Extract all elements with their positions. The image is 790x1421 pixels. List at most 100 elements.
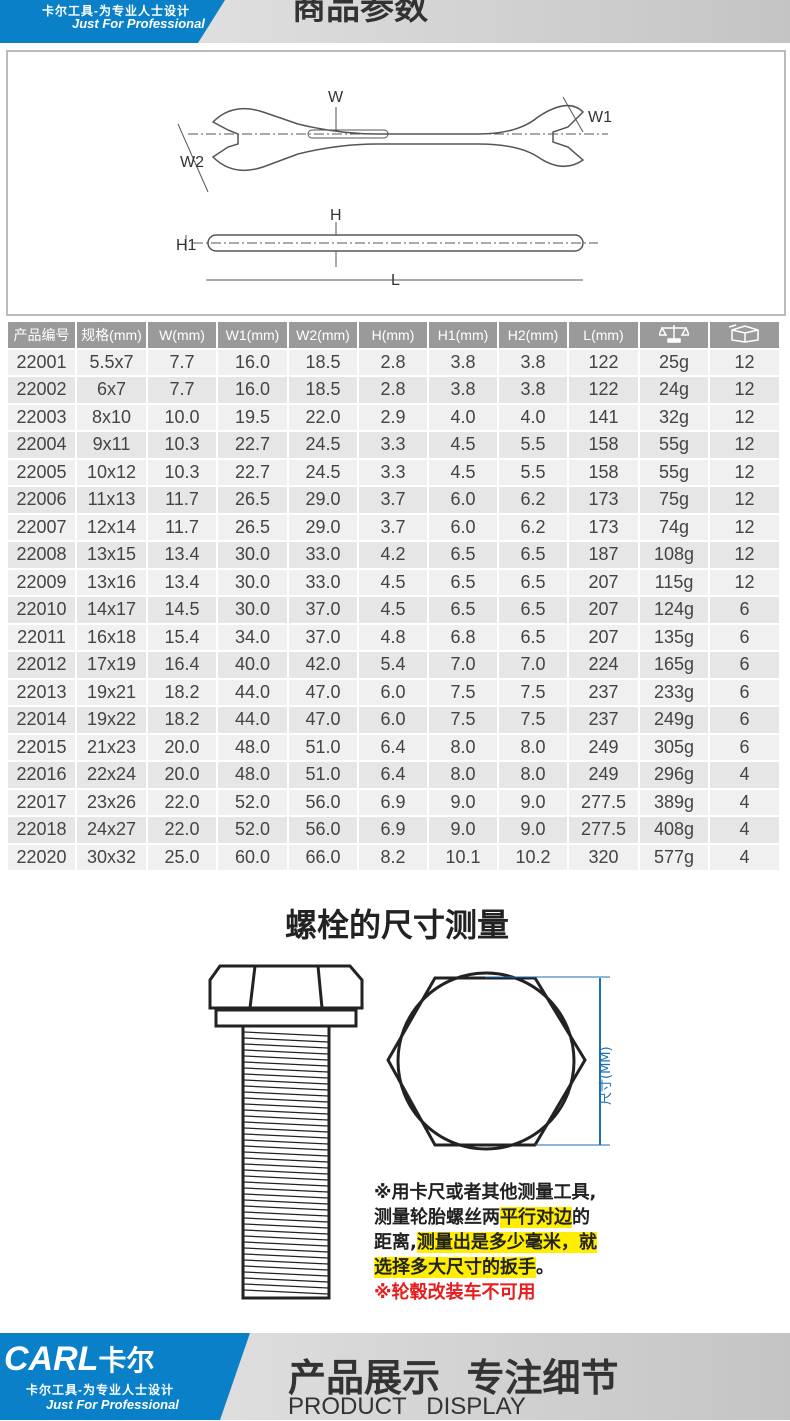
table-cell: 6.0 xyxy=(359,679,427,705)
table-cell: 249g xyxy=(640,707,708,733)
table-cell: 3.3 xyxy=(359,459,427,485)
table-cell: 22012 xyxy=(8,652,75,678)
table-cell: 12 xyxy=(710,404,779,430)
table-cell: 22.0 xyxy=(148,817,216,843)
table-cell: 6.5 xyxy=(499,624,567,650)
table-cell: 30x32 xyxy=(77,844,146,870)
table-cell: 10.2 xyxy=(499,844,567,870)
table-cell: 6.5 xyxy=(429,569,497,595)
table-cell: 51.0 xyxy=(289,734,357,760)
table-cell: 2.9 xyxy=(359,404,427,430)
table-cell: 4.2 xyxy=(359,542,427,568)
table-cell: 122 xyxy=(569,377,638,403)
table-cell: 11x13 xyxy=(77,487,146,513)
table-cell: 47.0 xyxy=(289,679,357,705)
table-cell: 22002 xyxy=(8,377,75,403)
slogan: 卡尔工具-为专业人士设计 xyxy=(42,4,190,18)
table-cell: 13x16 xyxy=(77,569,146,595)
table-cell: 22016 xyxy=(8,762,75,788)
table-cell: 6 xyxy=(710,707,779,733)
table-cell: 249 xyxy=(569,762,638,788)
table-cell: 12 xyxy=(710,349,779,375)
column-header: 规格(mm) xyxy=(77,322,146,348)
table-cell: 22x24 xyxy=(77,762,146,788)
label-h: H xyxy=(330,207,342,224)
footer-banner: CARL卡尔 卡尔工具-为专业人士设计 Just For Professiona… xyxy=(0,1333,790,1420)
table-cell: 51.0 xyxy=(289,762,357,788)
column-header: H1(mm) xyxy=(429,322,497,348)
table-cell: 9.0 xyxy=(429,817,497,843)
table-cell: 23x26 xyxy=(77,789,146,815)
table-cell: 4 xyxy=(710,844,779,870)
table-cell: 56.0 xyxy=(289,817,357,843)
table-cell: 12 xyxy=(710,377,779,403)
table-cell: 3.7 xyxy=(359,487,427,513)
label-w2: W2 xyxy=(180,154,204,171)
table-cell: 3.8 xyxy=(499,377,567,403)
table-row: 22011 16x18 15.4 34.0 37.0 4.8 6.8 6.5 207 135g 6 xyxy=(8,624,779,650)
table-cell: 6 xyxy=(710,679,779,705)
table-cell: 22004 xyxy=(8,432,75,458)
table-cell: 74g xyxy=(640,514,708,540)
table-cell: 10.0 xyxy=(148,404,216,430)
table-cell: 4 xyxy=(710,817,779,843)
table-cell: 6.0 xyxy=(359,707,427,733)
table-cell: 124g xyxy=(640,597,708,623)
table-cell: 237 xyxy=(569,679,638,705)
table-cell: 33.0 xyxy=(289,569,357,595)
table-cell: 8x10 xyxy=(77,404,146,430)
column-header: H2(mm) xyxy=(499,322,567,348)
table-cell: 12x14 xyxy=(77,514,146,540)
table-cell: 7.0 xyxy=(429,652,497,678)
table-cell: 10.3 xyxy=(148,459,216,485)
table-row: 22002 6x7 7.7 16.0 18.5 2.8 3.8 3.8 122 24g 12 xyxy=(8,377,779,403)
table-cell: 44.0 xyxy=(218,679,287,705)
note-text: 测量轮胎螺丝两 xyxy=(374,1207,500,1228)
table-row: 22013 19x21 18.2 44.0 47.0 6.0 7.5 7.5 237 233g 6 xyxy=(8,679,779,705)
table-cell: 158 xyxy=(569,432,638,458)
table-cell: 12 xyxy=(710,487,779,513)
table-cell: 7.5 xyxy=(429,707,497,733)
table-cell: 320 xyxy=(569,844,638,870)
table-cell: 25.0 xyxy=(148,844,216,870)
table-cell: 52.0 xyxy=(218,817,287,843)
table-row: 22001 5.5x7 7.7 16.0 18.5 2.8 3.8 3.8 122 25g 12 xyxy=(8,349,779,375)
table-cell: 66.0 xyxy=(289,844,357,870)
dimension-label: 尺寸(MM) xyxy=(599,1046,614,1105)
table-cell: 8.0 xyxy=(499,734,567,760)
table-cell: 4.5 xyxy=(429,459,497,485)
table-row: 22004 9x11 10.3 22.7 24.5 3.3 4.5 5.5 158 55g 12 xyxy=(8,432,779,458)
table-cell: 20.0 xyxy=(148,762,216,788)
weight-icon xyxy=(657,325,691,343)
table-cell: 12 xyxy=(710,569,779,595)
table-cell: 12 xyxy=(710,542,779,568)
wrench-diagram: W W1 W2 H H1 L xyxy=(6,50,786,316)
table-cell: 8.0 xyxy=(499,762,567,788)
table-cell: 40.0 xyxy=(218,652,287,678)
table-cell: 277.5 xyxy=(569,789,638,815)
table-cell: 7.7 xyxy=(148,377,216,403)
table-cell: 4 xyxy=(710,789,779,815)
table-cell: 8.0 xyxy=(429,762,497,788)
bolt-title: 螺栓的尺寸测量 xyxy=(285,906,510,944)
table-cell: 577g xyxy=(640,844,708,870)
table-cell: 7.5 xyxy=(499,707,567,733)
table-cell: 25g xyxy=(640,349,708,375)
table-cell: 6.2 xyxy=(499,514,567,540)
table-cell: 7.5 xyxy=(429,679,497,705)
table-row: 22012 17x19 16.4 40.0 42.0 5.4 7.0 7.0 224 165g 6 xyxy=(8,652,779,678)
table-cell: 14.5 xyxy=(148,597,216,623)
table-cell: 24x27 xyxy=(77,817,146,843)
table-cell: 249 xyxy=(569,734,638,760)
table-cell: 56.0 xyxy=(289,789,357,815)
table-cell: 5.5x7 xyxy=(77,349,146,375)
label-w1: W1 xyxy=(588,109,612,126)
table-cell: 52.0 xyxy=(218,789,287,815)
table-cell: 24.5 xyxy=(289,432,357,458)
table-cell: 26.5 xyxy=(218,487,287,513)
column-header: H(mm) xyxy=(359,322,427,348)
table-cell: 37.0 xyxy=(289,624,357,650)
note-highlight: 选择多大尺寸的扳手 xyxy=(374,1257,536,1278)
table-cell: 12 xyxy=(710,432,779,458)
table-row: 22018 24x27 22.0 52.0 56.0 6.9 9.0 9.0 277.5 408g… xyxy=(8,817,779,843)
